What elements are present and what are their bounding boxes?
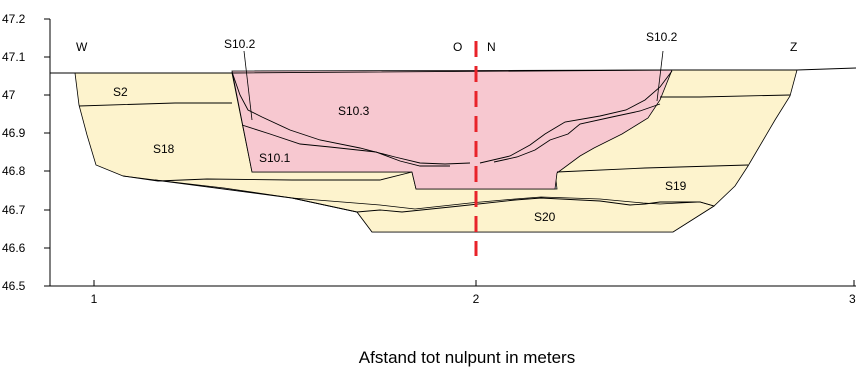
- orientation-north-label: N: [487, 40, 496, 54]
- orientation-west-label: W: [76, 40, 88, 54]
- boundary-s19-s20: [154, 179, 715, 213]
- x-tick-labels: 1 2 3: [91, 292, 856, 306]
- layer-label-s10-1: S10.1: [259, 151, 291, 165]
- y-tick-label: 47.2: [2, 12, 26, 26]
- x-tick-label: 1: [91, 292, 98, 306]
- y-tick-labels: 47.2 47.1 47 46.9 46.8 46.7 46.6 46.5: [2, 12, 26, 293]
- x-tick-label: 3: [849, 292, 856, 306]
- boundary-s10-2-left-inner: [241, 124, 450, 167]
- boundary-s2-s18: [78, 102, 232, 107]
- layer-label-s10-3: S10.3: [338, 104, 370, 118]
- axes: [44, 18, 856, 287]
- y-tick-label: 46.7: [2, 203, 26, 217]
- boundary-s10-2-left-outer: [231, 71, 471, 165]
- layer-label-s10-2-right: S10.2: [646, 30, 678, 44]
- layer-labels: S10.2 S10.2 S10.3 S10.1 S2 S18 S19 S20: [113, 30, 687, 224]
- boundary-lines: [78, 70, 791, 213]
- y-tick-label: 46.8: [2, 164, 26, 178]
- boundary-s10-2-right-outer: [479, 70, 673, 164]
- y-tick-label: 47.1: [2, 50, 26, 64]
- layer-label-s18: S18: [153, 142, 175, 156]
- y-tick-label: 46.5: [2, 279, 26, 293]
- boundary-right-upper: [660, 94, 791, 98]
- layer-label-s19: S19: [665, 179, 687, 193]
- x-ticks: [93, 280, 855, 286]
- layer-label-s2: S2: [113, 85, 128, 99]
- boundary-s10-2-right-inner: [493, 103, 661, 163]
- y-tick-label: 46.6: [2, 241, 26, 255]
- x-axis-title: Afstand tot nulpunt in meters: [359, 348, 575, 367]
- leader-lines: [243, 50, 664, 121]
- y-tick-label: 47: [2, 88, 16, 102]
- leader-s10-2-right: [656, 50, 664, 102]
- soil-layer-s20: [291, 196, 715, 233]
- leader-s10-2-left: [243, 50, 253, 121]
- layer-label-s10-2-left: S10.2: [224, 37, 256, 51]
- layer-label-s20: S20: [534, 210, 556, 224]
- x-tick-label: 2: [473, 292, 480, 306]
- orientation-south-label: Z: [790, 40, 797, 54]
- orientation-east-label: O: [453, 40, 462, 54]
- orientation-labels: W O N Z: [76, 40, 797, 54]
- y-tick-label: 46.9: [2, 126, 26, 140]
- boundary-s18-lower-left: [122, 171, 413, 182]
- y-ticks: [44, 18, 50, 287]
- boundary-s18-s19: [556, 164, 749, 173]
- ground-surface: [50, 67, 856, 74]
